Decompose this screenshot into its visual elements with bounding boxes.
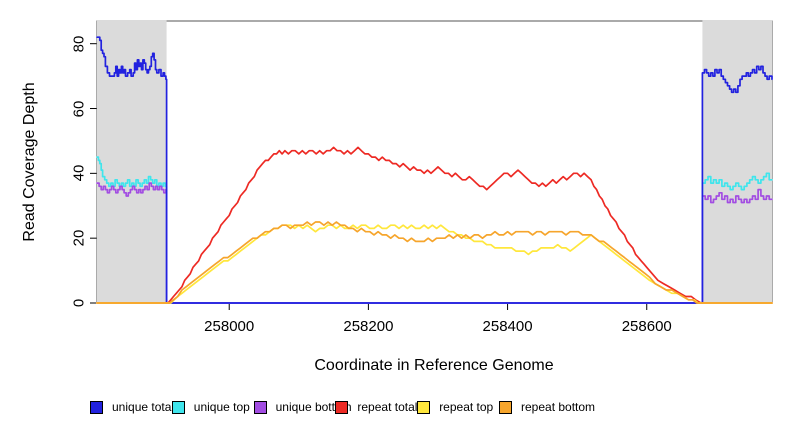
x-tick-label: 258400 bbox=[482, 318, 533, 335]
legend-item-repeat-bottom: repeat bottom bbox=[499, 400, 595, 414]
legend-label: unique top bbox=[193, 400, 250, 414]
x-axis-title: Coordinate in Reference Genome bbox=[314, 357, 554, 374]
legend-label: unique total bbox=[112, 400, 175, 414]
series-line-repeat-bottom bbox=[96, 221, 773, 304]
legend-item-unique-top: unique top bbox=[171, 400, 250, 414]
y-tick-label: 20 bbox=[70, 229, 88, 247]
legend-item-unique-total: unique total bbox=[90, 400, 174, 414]
legend-swatch-repeat-total bbox=[335, 400, 349, 414]
x-tick-label: 258600 bbox=[621, 318, 672, 335]
y-tick-label: 80 bbox=[70, 35, 88, 53]
series-line-repeat-total bbox=[96, 146, 773, 304]
legend-swatch-unique-top bbox=[171, 400, 185, 414]
y-tick-label: 40 bbox=[70, 165, 88, 182]
legend-swatch-repeat-bottom bbox=[499, 400, 512, 414]
y-axis-title: Read Coverage Depth bbox=[21, 82, 38, 242]
x-tick-label: 258000 bbox=[204, 318, 255, 335]
series-line-unique-total bbox=[96, 36, 773, 304]
series-line-unique-bottom bbox=[96, 182, 773, 304]
legend-label: repeat total bbox=[357, 400, 418, 414]
legend-item-repeat-total: repeat total bbox=[335, 400, 417, 414]
y-tick-label: 60 bbox=[70, 100, 88, 117]
legend-label: repeat bottom bbox=[521, 400, 596, 414]
legend-swatch-unique-total bbox=[90, 400, 103, 414]
series-line-repeat-top bbox=[96, 224, 773, 304]
legend-label: repeat top bbox=[439, 400, 494, 414]
y-tick-label: 0 bbox=[70, 298, 88, 308]
legend-label: unique bottom bbox=[275, 400, 352, 414]
legend-item-unique-bottom: unique bottom bbox=[253, 400, 352, 414]
legend-swatch-unique-bottom bbox=[253, 400, 267, 414]
legend-item-repeat-top: repeat top bbox=[417, 400, 493, 414]
x-tick-label: 258200 bbox=[343, 318, 394, 335]
legend-swatch-repeat-top bbox=[417, 400, 431, 414]
masked-region-right bbox=[702, 20, 772, 303]
